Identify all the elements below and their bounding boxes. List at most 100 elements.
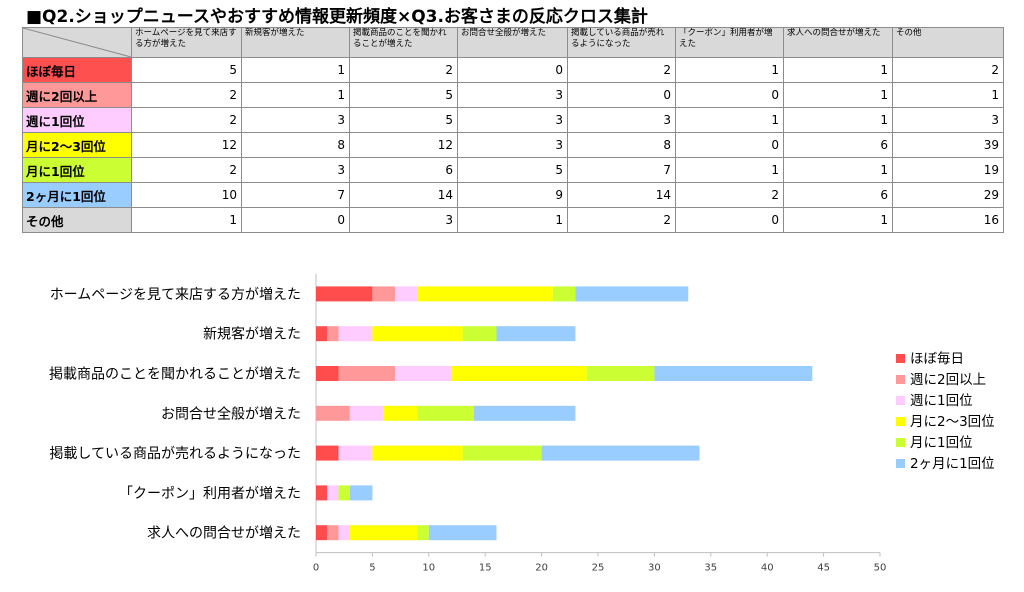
bar-segment <box>316 445 339 461</box>
table-cell: 3 <box>457 107 568 133</box>
bar-segment <box>349 485 373 501</box>
legend-label: 月に1回位 <box>910 435 973 451</box>
x-tick-label: 15 <box>479 563 492 574</box>
category-label: お問合せ全般が増えた <box>161 405 301 422</box>
x-tick-label: 5 <box>369 563 375 574</box>
table-cell: 0 <box>457 57 568 83</box>
bar-segment <box>316 405 350 421</box>
bar-segment <box>338 326 373 342</box>
legend-label: 週に1回位 <box>910 393 973 409</box>
table-cell: 0 <box>675 82 784 108</box>
table-cell: 16 <box>892 207 1004 233</box>
x-tick-label: 40 <box>761 563 774 574</box>
table-cell: 1 <box>675 157 784 183</box>
column-header: ホームページを見て来店する方が増えた <box>131 27 242 58</box>
x-tick-label: 45 <box>817 563 830 574</box>
table-cell: 3 <box>241 157 350 183</box>
table-cell: 1 <box>241 82 350 108</box>
row-header: 月に1回位 <box>22 157 132 183</box>
table-cell: 1 <box>783 57 893 83</box>
table-cell: 29 <box>892 182 1004 208</box>
row-header: その他 <box>22 207 132 233</box>
row-header: ほぼ毎日 <box>22 57 132 83</box>
table-cell: 3 <box>349 207 458 233</box>
bar-segment <box>372 445 463 461</box>
bar-segment <box>316 485 328 501</box>
bar-segment <box>316 525 328 541</box>
bar-segment <box>417 286 553 302</box>
bar-segment <box>541 445 700 461</box>
legend-label: 2ヶ月に1回位 <box>910 456 995 472</box>
x-tick-label: 35 <box>704 563 717 574</box>
table-cell: 1 <box>783 82 893 108</box>
table-cell: 1 <box>783 207 893 233</box>
table-cell: 2 <box>567 57 676 83</box>
row-header: 週に2回以上 <box>22 82 132 108</box>
table-cell: 5 <box>457 157 568 183</box>
table-corner-cell <box>22 27 132 58</box>
table-cell: 1 <box>783 157 893 183</box>
bar-segment <box>327 525 339 541</box>
table-row: 月に1回位 2 3 6 5 7 1 1 19 <box>22 157 1004 183</box>
bar-segment <box>394 286 418 302</box>
table-cell: 0 <box>241 207 350 233</box>
legend-swatch <box>896 375 905 384</box>
category-label: 掲載している商品が売れるようになった <box>49 446 301 462</box>
table-row: その他 1 0 3 1 2 0 1 16 <box>22 207 1004 233</box>
x-tick-label: 50 <box>874 563 887 574</box>
table-cell: 1 <box>783 107 893 133</box>
x-tick-label: 25 <box>592 563 605 574</box>
stacked-bar-chart: ホームページを見て来店する方が増えた新規客が増えた掲載商品のことを聞かれることが… <box>49 274 995 574</box>
row-header: 週に1回位 <box>22 107 132 133</box>
table-cell: 12 <box>349 132 458 158</box>
table-cell: 3 <box>892 107 1004 133</box>
bar-segment <box>372 326 463 342</box>
table-cell: 19 <box>892 157 1004 183</box>
table-cell: 2 <box>892 57 1004 83</box>
page-title: ■Q2.ショップニュースやおすすめ情報更新頻度×Q3.お客さまの反応クロス集計 <box>26 7 648 27</box>
table-row: 週に1回位 2 3 5 3 3 1 1 3 <box>22 107 1004 133</box>
bar-segment <box>316 366 339 381</box>
column-header: 求人への問合せが増えた <box>783 27 893 58</box>
bar-segment <box>462 445 542 461</box>
legend-swatch <box>896 417 905 426</box>
table-cell: 8 <box>567 132 676 158</box>
table-cell: 5 <box>349 82 458 108</box>
bar-segment <box>338 445 373 461</box>
category-label: 「クーポン」利用者が増えた <box>119 486 301 502</box>
row-header: 2ヶ月に1回位 <box>22 182 132 208</box>
table-row: 月に2～3回位 12 8 12 3 8 0 6 39 <box>22 132 1004 158</box>
table-cell: 2 <box>349 57 458 83</box>
table-cell: 1 <box>457 207 568 233</box>
column-header: 掲載している商品が売れるようになった <box>567 27 676 58</box>
table-cell: 3 <box>457 132 568 158</box>
table-cell: 5 <box>349 107 458 133</box>
bar-segment <box>372 286 395 302</box>
bar-segment <box>338 366 395 381</box>
legend-swatch <box>896 438 905 447</box>
column-header: その他 <box>892 27 1004 58</box>
table-cell: 3 <box>241 107 350 133</box>
table-cell: 2 <box>131 82 242 108</box>
legend-swatch <box>896 354 905 363</box>
table-cell: 12 <box>131 132 242 158</box>
table-cell: 3 <box>457 82 568 108</box>
column-header: 「クーポン」利用者が増えた <box>675 27 784 58</box>
table-cell: 9 <box>457 182 568 208</box>
column-header: お問合せ全般が増えた <box>457 27 568 58</box>
table-cell: 0 <box>675 207 784 233</box>
table-cell: 39 <box>892 132 1004 158</box>
table-cell: 1 <box>675 107 784 133</box>
bar-segment <box>417 405 474 421</box>
bar-segment <box>654 366 813 381</box>
table-row: ほぼ毎日 5 1 2 0 2 1 1 2 <box>22 57 1004 83</box>
bar-segment <box>338 485 350 501</box>
bar-segment <box>552 286 576 302</box>
bar-segment <box>327 326 339 342</box>
table-header-row: ホームページを見て来店する方が増えた 新規客が増えた 掲載商品のことを聞かれるこ… <box>22 27 1004 58</box>
cross-table: ホームページを見て来店する方が増えた 新規客が増えた 掲載商品のことを聞かれるこ… <box>22 27 1004 233</box>
category-label: 掲載商品のことを聞かれることが増えた <box>49 367 301 383</box>
table-cell: 10 <box>131 182 242 208</box>
bar-segment <box>496 326 576 342</box>
bar-segment <box>383 405 418 421</box>
